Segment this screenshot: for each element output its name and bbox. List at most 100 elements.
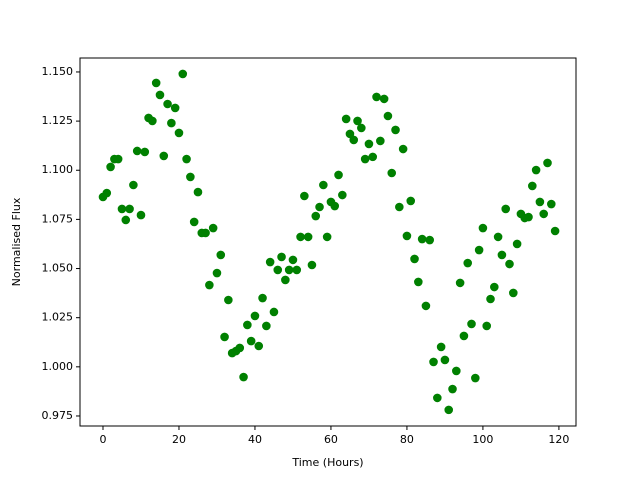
point: [220, 332, 229, 342]
point: [170, 103, 180, 113]
point: [300, 191, 309, 201]
point: [246, 336, 256, 346]
y-tick-label: 1.075: [42, 212, 74, 225]
y-tick-label: 1.100: [42, 163, 74, 176]
point: [193, 187, 203, 197]
point: [315, 202, 324, 212]
point: [414, 277, 423, 287]
point: [410, 254, 419, 264]
point: [288, 255, 298, 265]
point: [243, 320, 252, 330]
point: [463, 258, 473, 268]
point: [391, 125, 400, 135]
point: [334, 170, 343, 180]
point: [303, 232, 313, 242]
point: [136, 210, 146, 220]
point: [125, 204, 134, 214]
point: [167, 118, 176, 128]
point: [512, 239, 522, 249]
point: [292, 265, 302, 275]
x-tick-label: 60: [324, 433, 338, 446]
point: [208, 223, 218, 233]
point: [493, 232, 503, 242]
point: [490, 282, 499, 292]
y-tick-label: 1.000: [42, 360, 74, 373]
point: [254, 341, 264, 351]
point: [436, 342, 446, 352]
point: [277, 252, 286, 262]
point: [478, 223, 488, 233]
point: [524, 212, 533, 222]
point: [547, 199, 556, 209]
point: [186, 172, 195, 182]
point: [311, 211, 321, 221]
y-tick-label: 1.025: [42, 311, 74, 324]
point: [429, 357, 438, 367]
point: [425, 235, 435, 245]
point: [531, 165, 541, 175]
point: [262, 321, 271, 331]
point: [178, 69, 188, 79]
point: [216, 250, 226, 260]
point: [151, 78, 161, 88]
point: [212, 268, 222, 278]
point: [106, 162, 115, 172]
y-axis-label: Normalised Flux: [10, 197, 23, 286]
point: [482, 321, 492, 331]
point: [357, 123, 366, 133]
y-tick-label: 0.975: [42, 409, 74, 422]
point: [182, 154, 191, 164]
x-tick-label: 80: [400, 433, 414, 446]
point: [341, 114, 351, 124]
point: [452, 366, 461, 376]
point: [550, 226, 560, 236]
point: [421, 301, 431, 311]
point: [543, 158, 552, 168]
point: [140, 147, 150, 157]
point: [368, 152, 378, 162]
point: [471, 373, 480, 383]
point: [501, 204, 511, 214]
point: [113, 154, 123, 164]
point: [129, 180, 138, 190]
x-tick-label: 40: [248, 433, 262, 446]
point: [505, 259, 514, 269]
point: [535, 197, 545, 207]
point: [455, 278, 465, 288]
point: [372, 92, 381, 102]
point: [269, 307, 279, 317]
point: [319, 180, 328, 190]
point: [459, 331, 469, 341]
point: [467, 319, 476, 329]
point: [417, 234, 427, 244]
point: [174, 128, 184, 138]
point: [364, 139, 374, 149]
point: [102, 188, 112, 198]
point: [376, 136, 385, 146]
point: [395, 202, 404, 212]
point: [224, 295, 233, 305]
x-tick-label: 20: [172, 433, 186, 446]
point: [360, 154, 370, 164]
point: [205, 280, 214, 290]
point: [448, 384, 457, 394]
point: [474, 245, 484, 255]
point: [330, 201, 340, 211]
point: [497, 250, 507, 260]
point: [296, 232, 305, 242]
point: [398, 144, 408, 154]
point: [486, 294, 495, 304]
point: [440, 355, 450, 365]
point: [539, 209, 549, 219]
y-tick-label: 1.050: [42, 262, 74, 275]
point: [163, 99, 172, 109]
point: [349, 135, 359, 145]
y-tick-label: 1.150: [42, 65, 74, 78]
point: [322, 232, 332, 242]
point: [433, 393, 442, 403]
point: [387, 168, 397, 178]
point: [189, 217, 199, 227]
